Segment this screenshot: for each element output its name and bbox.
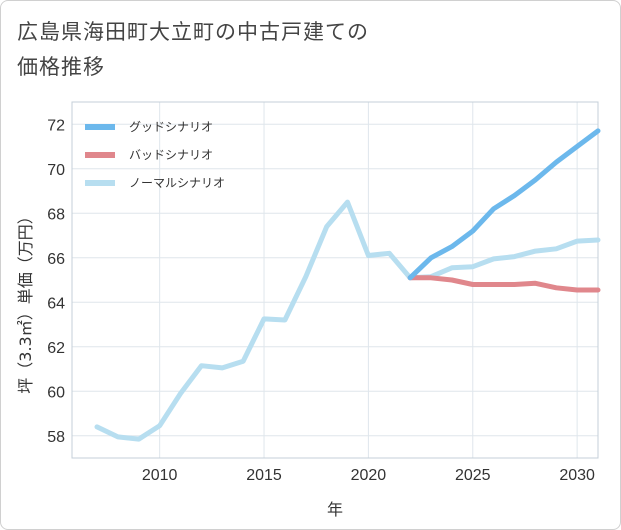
axis-ticks: 2010 2015 2020 2025 2030 58 60 62 64 66 68 70 72 xyxy=(47,117,595,484)
series-line-2 xyxy=(94,199,601,442)
y-axis-label: 坪（3.3㎡）単価（万円） xyxy=(16,208,35,393)
y-tick-label: 70 xyxy=(47,162,65,179)
y-tick-label: 58 xyxy=(47,429,65,446)
series-line-0 xyxy=(407,128,601,281)
x-tick-label: 2025 xyxy=(455,467,491,484)
x-axis-label: 年 xyxy=(327,500,343,519)
x-tick-label: 2015 xyxy=(246,467,282,484)
y-tick-label: 72 xyxy=(47,117,65,134)
y-tick-label: 66 xyxy=(47,251,65,268)
y-tick-label: 60 xyxy=(47,384,65,401)
legend-label: バッドシナリオ xyxy=(129,148,213,162)
x-tick-label: 2010 xyxy=(142,467,178,484)
series-lines xyxy=(94,128,601,442)
series-line-1 xyxy=(407,275,601,293)
y-tick-label: 62 xyxy=(47,340,65,357)
legend-label: ノーマルシナリオ xyxy=(129,176,225,190)
y-tick-label: 68 xyxy=(47,206,65,223)
x-tick-label: 2030 xyxy=(559,467,595,484)
plot-area-border xyxy=(71,101,599,459)
legend-label: グッドシナリオ xyxy=(129,120,213,134)
y-tick-label: 64 xyxy=(47,295,65,312)
x-tick-label: 2020 xyxy=(351,467,387,484)
chart-title: 広島県海田町大立町の中古戸建ての価格推移 xyxy=(17,20,369,79)
